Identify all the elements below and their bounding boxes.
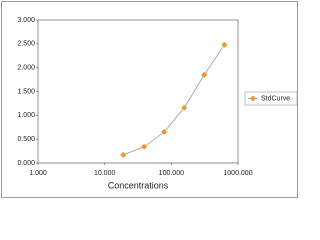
data-point	[120, 151, 127, 158]
x-axis-label: Concentrations	[108, 180, 169, 190]
y-tick-label: 2.500	[17, 41, 35, 48]
y-tick-label: 0.000	[17, 160, 35, 167]
y-tick-label: 1.500	[17, 88, 35, 95]
x-tick-label: 100.000	[159, 170, 184, 177]
legend-marker	[250, 95, 256, 102]
data-point	[141, 143, 148, 150]
x-tick-label: 1000.000	[223, 170, 252, 177]
x-tick-label: 10.000	[94, 170, 116, 177]
series-line	[123, 44, 225, 156]
chart: Concentrations 0.000 0.500 1.000 1.500 2.000…	[1, 1, 298, 198]
data-point	[181, 104, 188, 111]
y-tick-label: 2.000	[17, 65, 35, 72]
x-tick-label: 1.000	[29, 170, 47, 177]
y-tick-label: 3.000	[17, 17, 35, 24]
legend-box	[244, 91, 298, 106]
data-point	[161, 129, 168, 136]
data-point	[221, 41, 228, 48]
y-tick-label: 0.500	[17, 136, 35, 143]
data-point	[201, 71, 208, 78]
legend-label: StdCurve	[261, 95, 290, 102]
y-tick-label: 1.000	[17, 112, 35, 119]
